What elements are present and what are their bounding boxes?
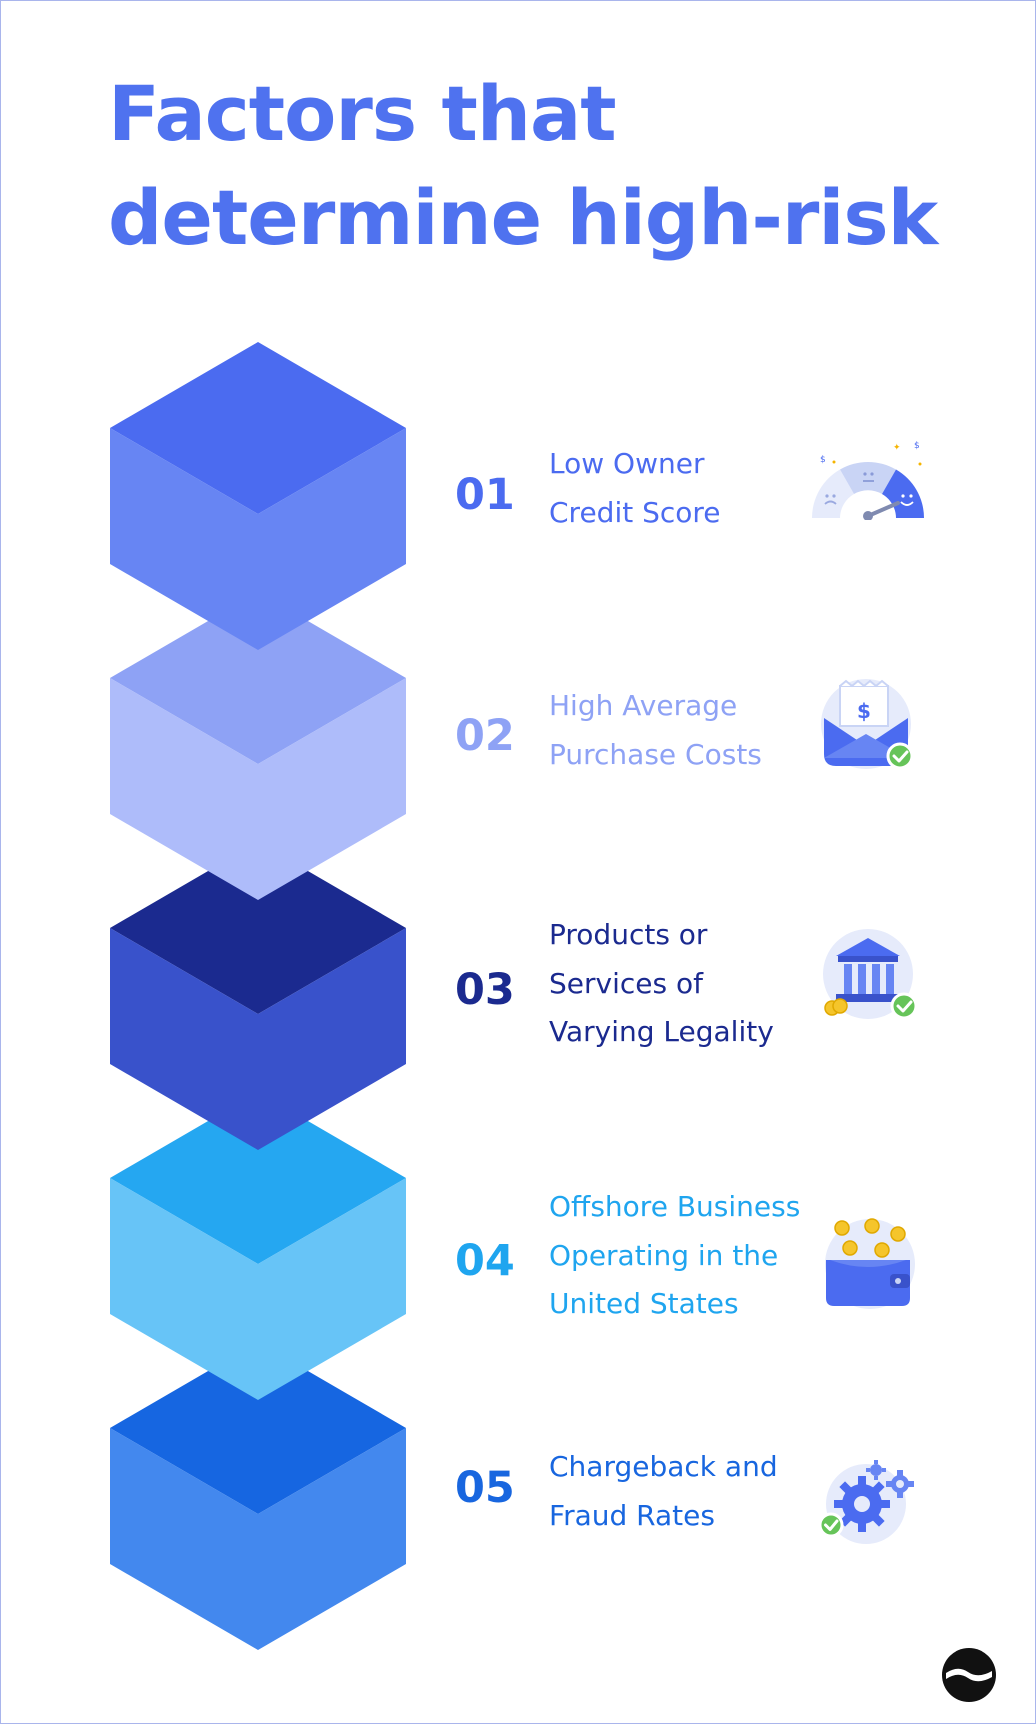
factor-text-line: Low Owner [549, 447, 705, 480]
cube-5 [110, 1342, 406, 1650]
factor-number: 03 [455, 965, 515, 1015]
bank-building-icon [823, 929, 918, 1020]
svg-text:✦: ✦ [893, 443, 901, 453]
factor-text-line: Credit Score [549, 495, 721, 529]
cube-4 [110, 1092, 406, 1400]
factor-text-line: Services of [549, 966, 703, 1000]
stacked-cubes-graphic [110, 342, 406, 1650]
brand-logo-icon [942, 1648, 996, 1702]
factor-number: 01 [455, 470, 515, 520]
factor-description: High Average Purchase Costs [549, 682, 762, 779]
factor-description: Low Owner Credit Score [549, 440, 721, 537]
svg-text:$: $ [857, 699, 871, 723]
factor-text-line: Fraud Rates [549, 1498, 715, 1532]
svg-text:$: $ [820, 455, 826, 465]
factor-text-line: Operating in the [549, 1238, 779, 1272]
factor-number: 05 [455, 1463, 515, 1513]
factor-text-line: Purchase Costs [549, 737, 762, 771]
wallet-coins-icon [825, 1218, 915, 1309]
factor-number: 04 [455, 1236, 515, 1286]
title-line-1: Factors that [108, 69, 617, 158]
factor-text-line: Offshore Business [549, 1190, 801, 1223]
factor-text-line: Chargeback and [549, 1450, 778, 1483]
factor-description: Products or Services of Varying Legality [549, 911, 774, 1057]
factor-description: Chargeback and Fraud Rates [549, 1443, 778, 1540]
svg-text:$: $ [914, 441, 920, 451]
factor-text-line: Varying Legality [549, 1015, 774, 1048]
settings-gears-icon [818, 1460, 914, 1544]
credit-score-gauge-icon: $ $ ✦ [812, 441, 924, 520]
title-line-2: determine high-risk [108, 173, 938, 262]
cube-2 [110, 592, 406, 900]
cube-1 [110, 342, 406, 650]
page-title: Factors that determine high-risk [108, 62, 938, 270]
invoice-envelope-icon: $ [821, 679, 914, 770]
factor-text-line: United States [549, 1287, 739, 1320]
factor-text-line: Products or [549, 918, 708, 951]
factor-number: 02 [455, 711, 515, 761]
factor-description: Offshore Business Operating in the Unite… [549, 1183, 800, 1329]
cube-3 [110, 842, 406, 1150]
factor-text-line: High Average [549, 689, 738, 722]
